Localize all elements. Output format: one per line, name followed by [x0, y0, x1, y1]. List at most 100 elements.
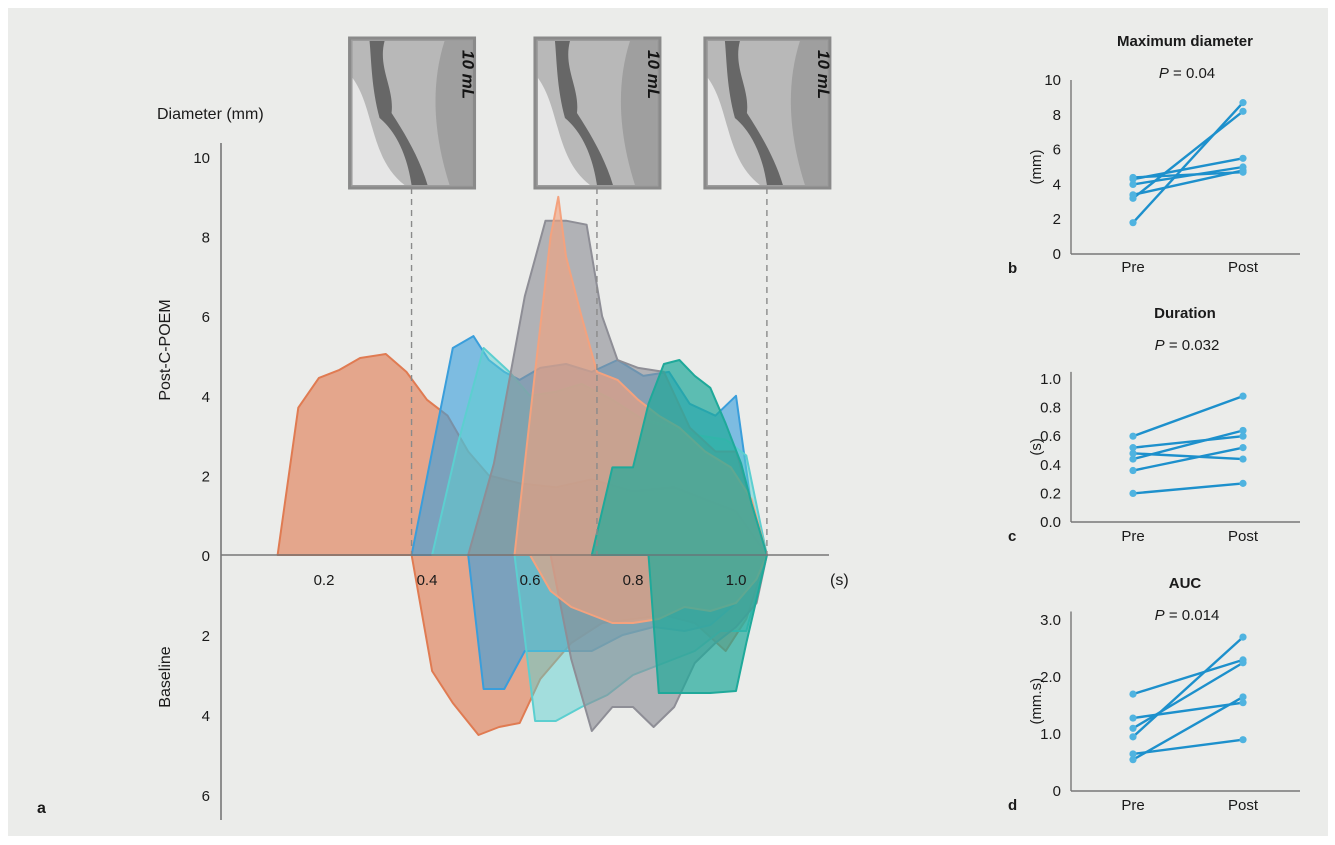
- y-tick-label: 1.0: [1040, 371, 1061, 388]
- x-category-label: Post: [1228, 259, 1259, 276]
- area-series-group: [276, 195, 768, 736]
- fluoro-frame-1: 10 mL: [348, 36, 478, 190]
- y-tick-label-baseline: 4: [202, 708, 210, 725]
- pre-point: [1129, 444, 1137, 452]
- paired-line: [1132, 738, 1244, 756]
- pre-point: [1129, 432, 1137, 440]
- paired-line: [1132, 636, 1244, 738]
- fluoro-frame-2: 10 mL: [533, 36, 663, 190]
- y-tick-label: 10: [1044, 72, 1061, 89]
- pre-point: [1129, 219, 1137, 227]
- contrast-column-shape: [369, 41, 428, 185]
- post-point: [1239, 656, 1247, 664]
- paired-line: [1132, 171, 1244, 179]
- pre-point: [1129, 750, 1137, 758]
- contrast-column-shape: [554, 41, 613, 185]
- y-tick-label-post: 4: [202, 389, 210, 406]
- pre-point: [1129, 466, 1137, 475]
- post-point: [1239, 163, 1247, 171]
- y-tick-label-post: 0: [202, 548, 210, 565]
- frame-volume-label: 10 mL: [459, 50, 478, 99]
- paired-line: [1132, 435, 1244, 449]
- cervical-spine-shape: [435, 41, 472, 185]
- cervical-spine-shape: [790, 41, 827, 185]
- pre-point: [1129, 756, 1137, 764]
- contrast-column-shape: [724, 41, 783, 185]
- pre-point: [1129, 733, 1137, 741]
- post-point: [1239, 444, 1247, 452]
- post-point: [1239, 455, 1247, 463]
- panel-letter-d: d: [1008, 797, 1017, 814]
- post-point: [1239, 99, 1247, 107]
- post-point: [1239, 392, 1247, 400]
- y-tick-label: 3.0: [1040, 612, 1061, 629]
- post-point: [1239, 432, 1247, 440]
- pre-point: [1129, 714, 1137, 722]
- y-tick-label: 4: [1053, 176, 1061, 193]
- p-symbol: P: [1159, 65, 1169, 82]
- y-axis-title: (mm.s): [1028, 678, 1045, 725]
- y-tick-label: 0: [1053, 246, 1061, 263]
- panel-title: Maximum diameter: [1117, 33, 1253, 50]
- y-tick-label-post: 10: [193, 150, 210, 167]
- fluoroscopy-frames: 10 mL 10 mL 10 mL: [348, 36, 833, 190]
- panel-a-area-chart: 10 mL 10 mL 10 mL 0.2 0.4 0.6 0.8 1.0 0 2 4 6 8 10 2 4…: [37, 36, 849, 820]
- soft-tissue-shape: [537, 78, 590, 185]
- baseline-label: Baseline: [157, 646, 174, 707]
- soft-tissue-shape: [352, 78, 405, 185]
- x-category-label: Post: [1228, 797, 1259, 814]
- x-tick-label: 0.2: [314, 572, 335, 589]
- post-point: [1239, 699, 1247, 707]
- pre-point: [1129, 489, 1137, 497]
- y-tick-label: 0.6: [1040, 428, 1061, 445]
- p-value-text: = 0.032: [1165, 337, 1220, 354]
- y-tick-label: 1.0: [1040, 726, 1061, 743]
- paired-line: [1132, 101, 1244, 224]
- post-point: [1239, 633, 1247, 641]
- y-tick-label-post: 2: [202, 468, 210, 485]
- post-point: [1239, 154, 1247, 162]
- frame-volume-label: 10 mL: [814, 50, 833, 99]
- y-tick-label-post: 6: [202, 309, 210, 326]
- x-category-label: Post: [1228, 528, 1259, 545]
- p-symbol: P: [1155, 337, 1165, 354]
- post-area-series-6: [590, 359, 768, 556]
- y-tick-label: 6: [1053, 142, 1061, 159]
- paired-line: [1132, 395, 1244, 438]
- p-value-label: P = 0.032: [1155, 337, 1220, 354]
- frame-volume-label: 10 mL: [644, 50, 663, 99]
- y-tick-label: 0.2: [1040, 485, 1061, 502]
- y-axis-title: Diameter (mm): [157, 106, 264, 123]
- y-tick-label: 0: [1053, 783, 1061, 800]
- paired-line: [1132, 658, 1244, 696]
- x-category-label: Pre: [1121, 259, 1144, 276]
- paired-line: [1132, 701, 1244, 720]
- x-category-label: Pre: [1121, 797, 1144, 814]
- pre-point: [1129, 180, 1137, 188]
- panel-a-axes: 0.2 0.4 0.6 0.8 1.0 0 2 4 6 8 10 2 4 6: [193, 143, 829, 820]
- post-point: [1239, 736, 1247, 744]
- panel-letter-b: b: [1008, 260, 1017, 277]
- post-point: [1239, 426, 1247, 435]
- panel-letter-a: a: [37, 800, 46, 817]
- paired-line: [1132, 661, 1244, 730]
- paired-line: [1132, 452, 1244, 461]
- post-point: [1239, 479, 1247, 487]
- x-tick-label: 0.6: [520, 572, 541, 589]
- x-tick-label: 0.8: [623, 572, 644, 589]
- fluoro-frame-3: 10 mL: [703, 36, 833, 190]
- pre-point: [1129, 173, 1137, 182]
- paired-line: [1132, 446, 1244, 472]
- panel-title: AUC: [1169, 575, 1202, 592]
- post-point: [1239, 168, 1247, 176]
- p-value-label: P = 0.014: [1155, 607, 1220, 624]
- panel-title: Duration: [1154, 305, 1216, 322]
- panel-letter-c: c: [1008, 528, 1016, 545]
- y-tick-label: 2: [1053, 211, 1061, 228]
- y-tick-label-baseline: 6: [202, 788, 210, 805]
- post-c-poem-label: Post-C-POEM: [157, 299, 174, 400]
- p-value-text: = 0.014: [1165, 607, 1220, 624]
- pre-point: [1129, 449, 1137, 457]
- panel-c-duration: 0.0 0.2 0.4 0.6 0.8 1.0 Pre Post (s) Duration P = …: [1028, 305, 1300, 545]
